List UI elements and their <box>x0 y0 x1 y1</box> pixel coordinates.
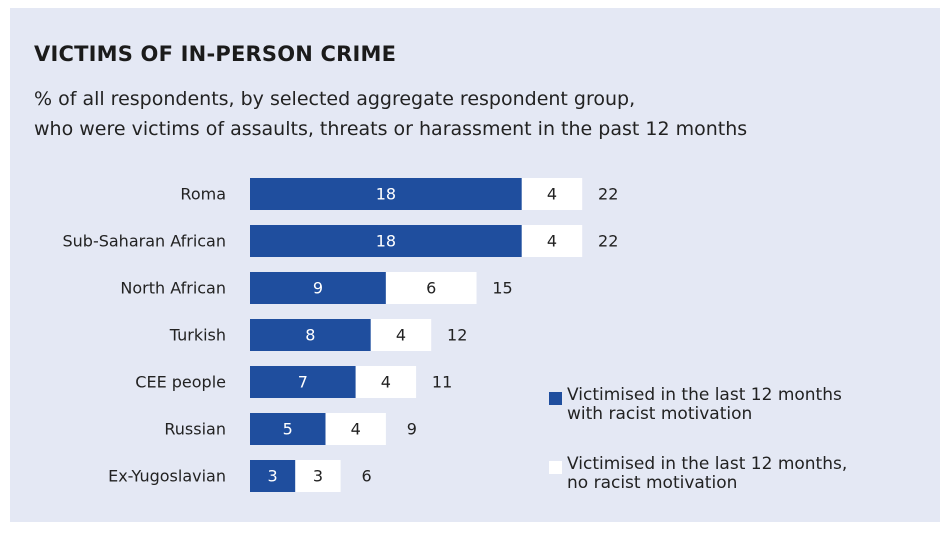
bar-racist <box>250 319 371 351</box>
bar-racist <box>250 272 386 304</box>
bar-non-racist <box>325 413 386 445</box>
value-label-non-racist: 4 <box>396 326 406 345</box>
value-label-racist: 18 <box>376 232 396 251</box>
category-label: Turkish <box>169 326 226 345</box>
value-label-racist: 3 <box>268 467 278 486</box>
category-label: Sub-Saharan African <box>62 232 226 251</box>
legend-swatch-racist <box>549 392 562 405</box>
legend-item-non-racist: Victimised in the last 12 months, no rac… <box>549 455 927 493</box>
total-label: 12 <box>447 326 467 345</box>
bar-non-racist <box>370 319 432 351</box>
bar-non-racist <box>521 178 583 210</box>
legend-item-racist: Victimised in the last 12 months with ra… <box>549 386 927 424</box>
chart-title: VICTIMS OF IN-PERSON CRIME <box>34 42 397 66</box>
total-label: 15 <box>492 279 512 298</box>
bar-racist <box>250 366 356 398</box>
category-label: Ex-Yugoslavian <box>108 467 226 486</box>
total-label: 22 <box>598 232 618 251</box>
total-label: 11 <box>432 373 452 392</box>
bar-racist <box>250 178 522 210</box>
value-label-non-racist: 6 <box>426 279 436 298</box>
total-label: 22 <box>598 185 618 204</box>
value-label-racist: 18 <box>376 185 396 204</box>
bar-non-racist <box>295 460 341 492</box>
chart-subtitle-line-1: % of all respondents, by selected aggreg… <box>34 88 636 110</box>
chart-panel <box>10 8 940 522</box>
legend-swatch-non-racist <box>549 461 562 474</box>
value-label-non-racist: 4 <box>547 185 557 204</box>
category-label: Russian <box>164 420 226 439</box>
value-label-racist: 5 <box>283 420 293 439</box>
bar-racist <box>250 413 326 445</box>
bar-non-racist <box>355 366 417 398</box>
legend-label-racist: Victimised in the last 12 months with ra… <box>567 385 842 424</box>
value-label-racist: 9 <box>313 279 323 298</box>
chart-subtitle-line-2: who were victims of assaults, threats or… <box>34 118 748 140</box>
category-label: North African <box>120 279 226 298</box>
bar-racist <box>250 225 522 257</box>
total-label: 9 <box>407 420 417 439</box>
value-label-non-racist: 4 <box>351 420 361 439</box>
total-label: 6 <box>362 467 372 486</box>
value-label-racist: 8 <box>305 326 315 345</box>
bar-non-racist <box>521 225 583 257</box>
value-label-racist: 7 <box>298 373 308 392</box>
bar-non-racist <box>385 272 477 304</box>
category-label: Roma <box>180 185 226 204</box>
value-label-non-racist: 4 <box>381 373 391 392</box>
legend-label-non-racist: Victimised in the last 12 months, no rac… <box>567 454 848 493</box>
value-label-non-racist: 3 <box>313 467 323 486</box>
value-label-non-racist: 4 <box>547 232 557 251</box>
category-label: CEE people <box>135 373 226 392</box>
bar-racist <box>250 460 296 492</box>
